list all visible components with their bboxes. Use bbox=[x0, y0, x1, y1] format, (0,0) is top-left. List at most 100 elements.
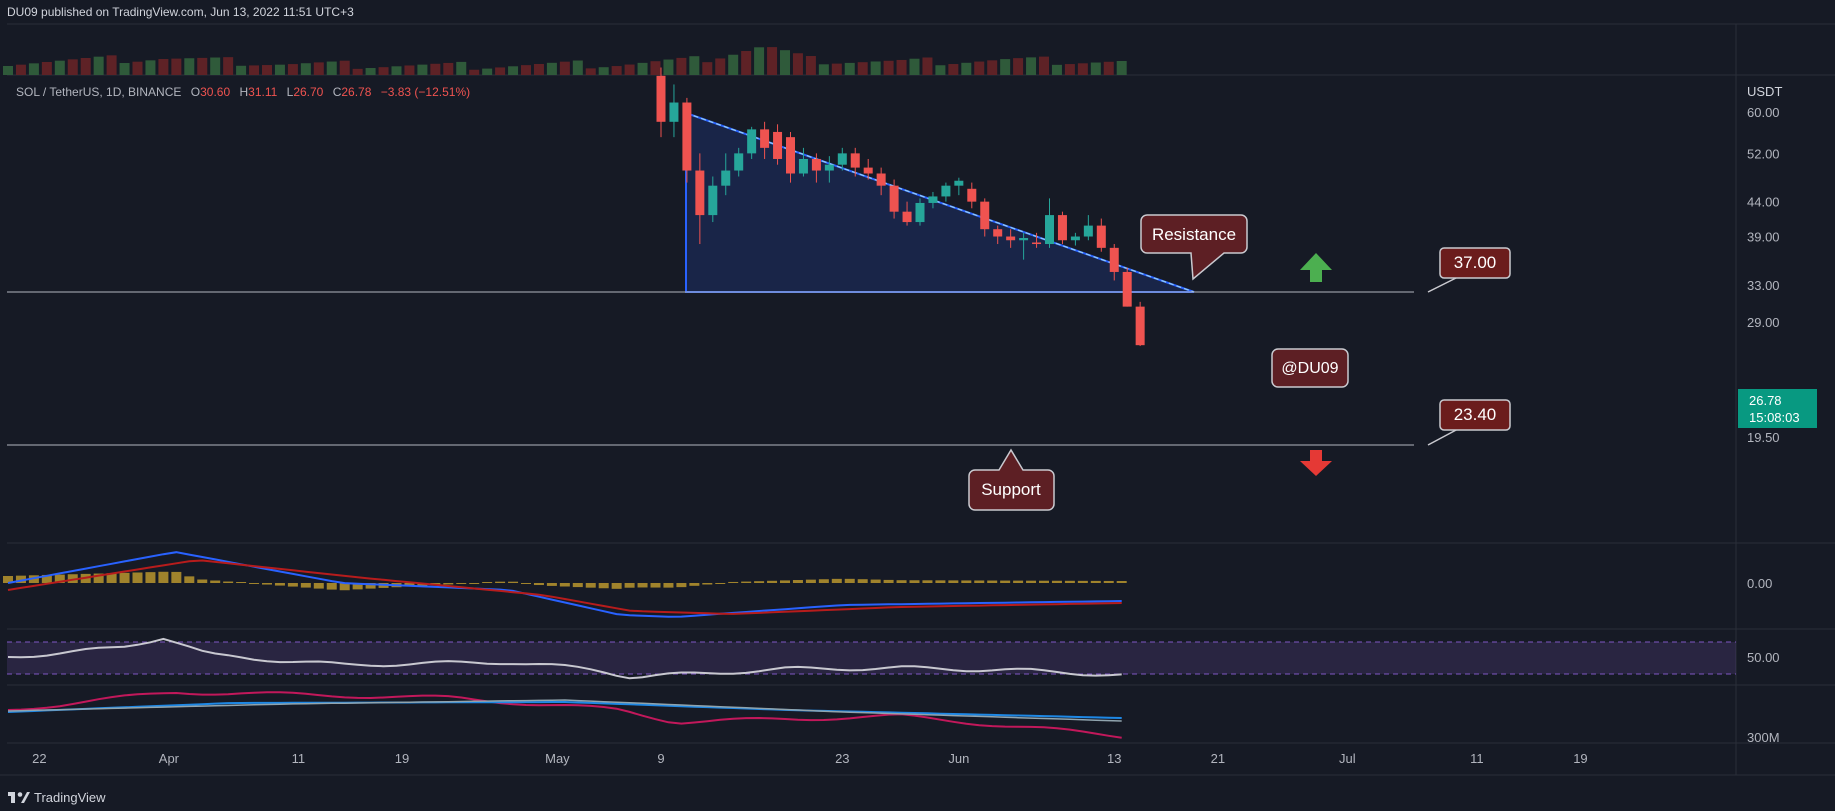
volume-bar bbox=[1064, 64, 1075, 75]
volume-bar bbox=[715, 58, 726, 75]
candle bbox=[824, 156, 834, 183]
level-upper-callout: 37.00 bbox=[1427, 247, 1511, 293]
candle bbox=[798, 147, 808, 177]
macd-histogram-bar bbox=[559, 583, 570, 587]
watermark-badge: @DU09 bbox=[1271, 348, 1349, 388]
volume-bar bbox=[922, 57, 933, 75]
candle-body bbox=[1019, 238, 1029, 241]
volume-bar bbox=[106, 55, 117, 75]
volume-bar bbox=[896, 59, 907, 75]
volume-bar bbox=[857, 62, 868, 75]
macd-histogram-bar bbox=[521, 583, 531, 584]
macd-histogram-bar bbox=[223, 581, 234, 583]
candle bbox=[1109, 244, 1119, 281]
volume-bar bbox=[249, 65, 260, 75]
candle bbox=[928, 191, 938, 209]
macd-histogram-bar bbox=[508, 581, 519, 583]
volume-bar bbox=[145, 60, 156, 75]
volume-bar bbox=[572, 60, 583, 75]
volume-bar bbox=[935, 65, 946, 75]
macd-histogram-bar bbox=[326, 583, 337, 590]
candle-body bbox=[708, 185, 718, 216]
last-price-marker: 26.78 15:08:03 bbox=[1738, 389, 1817, 428]
candle-body bbox=[993, 229, 1003, 237]
time-tick-label: 11 bbox=[1470, 751, 1484, 766]
candle bbox=[1019, 232, 1029, 260]
macd-histogram-bar bbox=[754, 581, 765, 583]
volume-bar bbox=[119, 63, 130, 75]
macd-histogram-bar bbox=[106, 573, 117, 583]
volume-bar bbox=[844, 62, 855, 75]
volume-bar bbox=[598, 67, 609, 75]
macd-histogram-bar bbox=[715, 583, 726, 584]
macd-histogram-bar bbox=[339, 583, 350, 591]
volume-bar bbox=[1077, 63, 1088, 75]
candle bbox=[656, 67, 666, 138]
volume-bar bbox=[67, 59, 78, 75]
time-tick-label: May bbox=[545, 751, 570, 766]
open-label: O bbox=[191, 85, 200, 99]
macd-histogram-bar bbox=[210, 580, 221, 583]
macd-histogram-bar bbox=[974, 580, 985, 583]
candle bbox=[721, 153, 731, 196]
level-lower-callout: 23.40 bbox=[1427, 399, 1511, 446]
macd-histogram-bar bbox=[637, 583, 648, 588]
macd-histogram-bar bbox=[546, 583, 557, 586]
time-tick-label: 19 bbox=[1573, 751, 1587, 766]
macd-histogram-bar bbox=[676, 583, 687, 588]
time-tick-label: 13 bbox=[1107, 751, 1121, 766]
volume-bar bbox=[1013, 58, 1024, 75]
candle bbox=[876, 167, 886, 196]
macd-histogram-bar bbox=[404, 583, 415, 587]
volume-bar bbox=[702, 62, 713, 75]
candle bbox=[669, 84, 679, 138]
macd-histogram-bar bbox=[132, 572, 143, 583]
volume-bar bbox=[741, 51, 752, 75]
macd-histogram-bar bbox=[870, 579, 881, 583]
volume-bar bbox=[210, 57, 221, 75]
volume-bar bbox=[482, 68, 493, 75]
candle-body bbox=[1057, 215, 1067, 241]
volume-bar bbox=[728, 54, 739, 75]
macd-histogram-bar bbox=[844, 578, 855, 583]
macd-histogram-bar bbox=[1039, 580, 1049, 583]
candle-body bbox=[695, 170, 705, 216]
candle bbox=[837, 147, 847, 171]
candle bbox=[993, 225, 1003, 245]
candle bbox=[773, 124, 783, 165]
tradingview-logo[interactable]: TradingView bbox=[8, 790, 106, 805]
macd-histogram-bar bbox=[585, 583, 596, 588]
candle bbox=[850, 147, 860, 177]
candle bbox=[1045, 198, 1054, 248]
down-arrow-icon bbox=[1300, 450, 1332, 476]
candle bbox=[863, 158, 873, 180]
candle-body bbox=[954, 180, 964, 186]
volume-bar bbox=[1116, 61, 1127, 75]
candle-body bbox=[889, 185, 899, 212]
price-tick-label: 60.00 bbox=[1747, 105, 1780, 120]
macd-histogram-bar bbox=[365, 583, 376, 589]
macd-histogram-bar bbox=[300, 583, 311, 588]
macd-histogram-bar bbox=[313, 583, 324, 589]
candle bbox=[941, 182, 951, 202]
candle-body bbox=[863, 167, 873, 174]
volume-bar bbox=[1103, 61, 1114, 75]
candle-body bbox=[656, 75, 666, 122]
candlestick-series bbox=[656, 67, 1145, 347]
candle-body bbox=[915, 202, 925, 223]
volume-bar bbox=[430, 63, 441, 75]
volume-bar bbox=[495, 67, 506, 75]
time-axis-ticks[interactable]: 22 Apr 11 19 May 9 23 Jun 13 21 Jul 11 19 bbox=[32, 751, 1588, 766]
macd-histogram-bar bbox=[611, 583, 622, 589]
volume-bar bbox=[197, 57, 208, 75]
volume-bar bbox=[326, 61, 337, 75]
volume-bar bbox=[54, 60, 65, 75]
candle-body bbox=[902, 211, 912, 223]
candle-body bbox=[721, 170, 731, 186]
macd-histogram-bar bbox=[741, 581, 752, 583]
volume-bar bbox=[637, 62, 648, 75]
macd-histogram-bar bbox=[145, 572, 156, 583]
price-tick-label: 44.00 bbox=[1747, 195, 1780, 210]
